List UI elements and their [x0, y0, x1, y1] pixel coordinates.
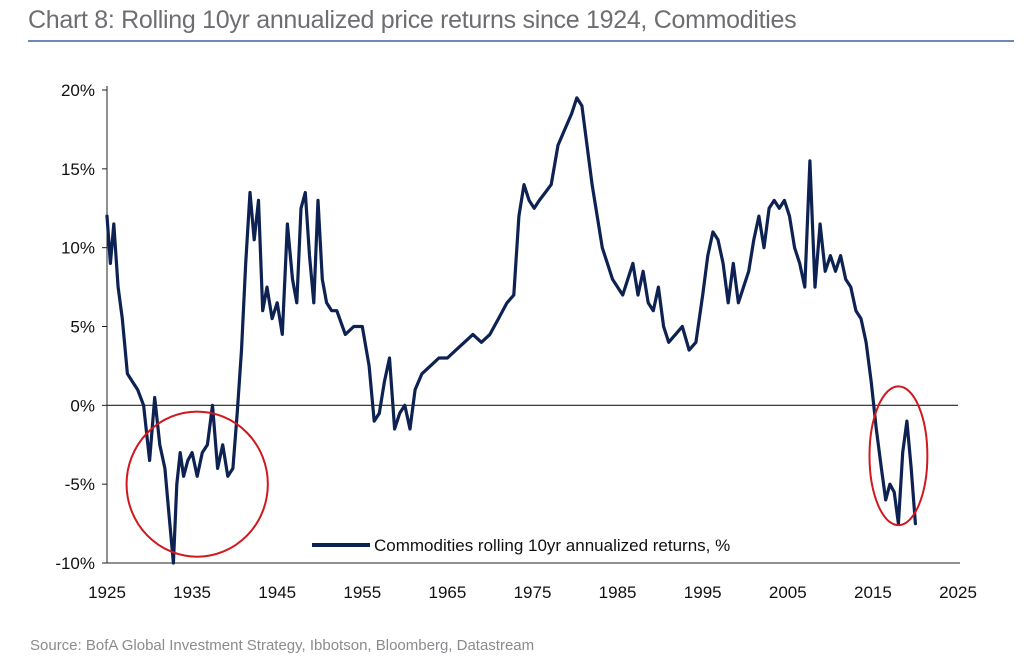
y-tick-label: 15%: [61, 160, 95, 179]
series-line: [105, 96, 918, 565]
x-tick-label: 2015: [854, 583, 892, 602]
y-tick-label: 0%: [70, 396, 95, 415]
x-tick-label: 1925: [88, 583, 126, 602]
x-tick-label: 1975: [514, 583, 552, 602]
x-tick-label: 1995: [684, 583, 722, 602]
highlight-ellipse: [868, 385, 929, 527]
chart-title: Chart 8: Rolling 10yr annualized price r…: [28, 6, 797, 34]
highlight-ellipse: [125, 410, 269, 558]
x-tick-label: 1985: [599, 583, 637, 602]
x-tick-label: 1955: [343, 583, 381, 602]
y-tick-label: 10%: [61, 239, 95, 258]
y-tick-label: -5%: [65, 475, 95, 494]
x-tick-label: 1965: [428, 583, 466, 602]
legend-label: Commodities rolling 10yr annualized retu…: [374, 536, 730, 555]
y-tick-label: 5%: [70, 318, 95, 337]
y-tick-label: -10%: [55, 554, 95, 573]
title-divider: [28, 40, 1014, 42]
chart-legend: Commodities rolling 10yr annualized retu…: [312, 536, 730, 555]
source-note: Source: BofA Global Investment Strategy,…: [30, 637, 535, 654]
x-tick-label: 1945: [258, 583, 296, 602]
x-tick-label: 1935: [173, 583, 211, 602]
y-tick-label: 20%: [61, 81, 95, 100]
x-tick-label: 2025: [939, 583, 977, 602]
x-tick-label: 2005: [769, 583, 807, 602]
chart-marks: [105, 96, 929, 565]
chart-axes: 20% 15% 10% 5% 0% -5% -10% 1925 1935 1945 1955 1965…: [55, 81, 977, 602]
